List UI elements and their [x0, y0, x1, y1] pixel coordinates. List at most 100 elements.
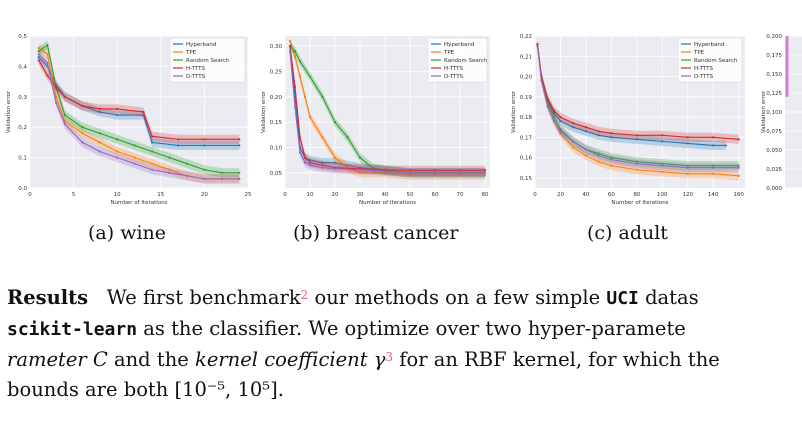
legend-label: Hyperband — [186, 42, 216, 48]
x-tick-label: 0 — [283, 192, 287, 198]
series-line — [536, 44, 739, 140]
data-point — [185, 162, 189, 165]
text-line3-a: rameter C — [7, 348, 108, 371]
data-point — [383, 168, 387, 171]
series-band — [38, 55, 240, 144]
x-tick-label: 10 — [307, 192, 314, 198]
x-tick-label: 100 — [657, 192, 668, 198]
caption-breast-cancer: (b) breast cancer — [293, 222, 459, 244]
y-tick-label: 0,050 — [766, 148, 782, 154]
y-tick-label: 0,15 — [520, 176, 533, 182]
data-point — [98, 150, 101, 153]
data-point — [737, 166, 740, 169]
x-tick-label: 40 — [382, 192, 389, 198]
data-point — [737, 174, 740, 177]
y-axis-label: Validation error — [261, 90, 267, 133]
x-tick-label: 80 — [633, 192, 640, 198]
data-point — [321, 166, 324, 169]
data-point — [712, 164, 715, 167]
data-point — [150, 135, 154, 138]
legend-label: Random Search — [186, 58, 230, 64]
data-point — [483, 171, 487, 174]
x-axis-label: Number of Iterations — [359, 200, 416, 206]
data-point — [546, 105, 549, 109]
data-point — [536, 45, 539, 48]
data-point — [116, 138, 119, 141]
data-point — [635, 168, 638, 171]
data-point — [150, 150, 154, 153]
data-point — [168, 171, 171, 174]
data-point — [584, 148, 588, 151]
legend-box — [169, 37, 246, 83]
series-line — [38, 44, 240, 174]
legend-label: D-TTTS — [186, 74, 206, 80]
data-point — [371, 166, 374, 169]
data-point — [584, 154, 588, 157]
data-point — [133, 162, 136, 165]
text-line4: bounds are both [10⁻⁵, 10⁵]. — [7, 378, 284, 401]
data-point — [552, 115, 556, 119]
data-point — [433, 174, 437, 177]
data-point — [288, 39, 292, 43]
data-point — [150, 162, 154, 165]
figure-panels: 0,0 0,1 0,2 0,3 0,4 0,5 0 5 10 15 20 25 Validation e… — [6, 34, 802, 206]
data-point — [737, 138, 740, 141]
data-point — [37, 53, 40, 56]
legend-label: TPE — [443, 50, 455, 56]
y-axis-label: Validation error — [6, 90, 12, 133]
y-tick-label: 0,05 — [270, 171, 283, 177]
footnote-3[interactable]: 3 — [385, 350, 394, 364]
data-point — [552, 111, 556, 115]
legend-label: TPE — [185, 50, 197, 56]
y-tick-label: 0,5 — [18, 34, 27, 40]
data-point — [116, 150, 119, 153]
data-point — [98, 141, 101, 144]
data-point — [712, 166, 715, 169]
legend-label: TPE — [693, 50, 705, 56]
sklearn-term: scikit-learn — [7, 319, 138, 340]
data-point — [238, 171, 241, 174]
data-point — [458, 174, 462, 177]
y-tick-label: 0,30 — [270, 44, 283, 50]
series-band — [537, 39, 739, 144]
data-point — [308, 75, 312, 78]
data-point — [150, 168, 154, 171]
data-point — [308, 164, 312, 167]
data-point — [686, 136, 689, 139]
data-point — [610, 164, 613, 167]
legend: Hyperband TPE Random Search H-TTTS D-TTTS — [169, 37, 246, 83]
caption-adult: (c) adult — [587, 222, 668, 244]
legend: Hyperband TPE Random Search H-TTTS D-TTTS — [427, 37, 488, 83]
x-tick-label: 20 — [332, 192, 339, 198]
data-point — [610, 156, 613, 159]
text-line3-b: and the — [107, 348, 195, 371]
data-point — [712, 144, 715, 147]
data-point — [203, 177, 206, 180]
data-point — [358, 171, 362, 174]
data-point — [333, 167, 337, 170]
series-band — [38, 40, 240, 178]
y-tick-label: 0,15 — [270, 120, 283, 126]
data-point — [661, 164, 664, 167]
data-point — [81, 104, 84, 108]
data-point — [661, 140, 664, 143]
data-point — [433, 171, 437, 174]
data-point — [220, 171, 223, 174]
y-tick-label: 0,175 — [766, 53, 782, 59]
data-point — [293, 55, 297, 58]
data-point — [333, 121, 337, 124]
data-point — [559, 130, 562, 133]
data-point — [177, 144, 180, 147]
text-line1-c: datas — [638, 286, 699, 309]
series-line — [38, 53, 240, 180]
x-tick-label: 120 — [682, 192, 693, 198]
footnote-2[interactable]: 2 — [300, 288, 309, 302]
x-tick-label: 60 — [432, 192, 439, 198]
data-point — [220, 177, 223, 180]
data-point — [81, 126, 84, 129]
y-tick-label: 0,10 — [270, 145, 283, 151]
data-point — [559, 115, 562, 119]
data-point — [98, 132, 101, 135]
data-point — [37, 50, 40, 53]
chart-breast-cancer: 0,05 0,10 0,15 0,20 0,25 0,30 0 10 20 30 40 50 60 70 8… — [261, 36, 490, 206]
